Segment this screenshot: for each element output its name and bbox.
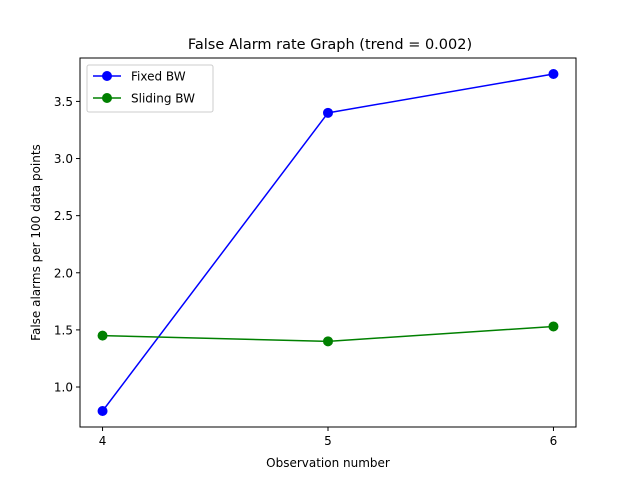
legend-label-fixed-bw: Fixed BW <box>131 70 186 84</box>
x-tick-label: 6 <box>550 434 558 448</box>
series-layer <box>97 68 559 417</box>
y-tick-label: 3.0 <box>54 152 73 166</box>
y-tick-label: 1.5 <box>54 323 73 337</box>
y-axis-ticks: 1.0 1.5 2.0 2.5 3.0 3.5 <box>54 95 80 395</box>
y-tick-label: 1.0 <box>54 381 73 395</box>
y-tick-label: 2.0 <box>54 266 73 280</box>
y-axis-label: False alarms per 100 data points <box>29 144 43 341</box>
legend-label-sliding-bw: Sliding BW <box>131 92 195 106</box>
data-point-sliding-bw <box>97 330 108 341</box>
legend: Fixed BW Sliding BW <box>86 64 214 113</box>
x-tick-label: 4 <box>99 434 107 448</box>
data-point-fixed-bw <box>97 406 108 417</box>
legend-items: Fixed BW Sliding BW <box>93 70 195 106</box>
data-point-fixed-bw <box>548 68 559 79</box>
data-point-fixed-bw <box>323 107 333 118</box>
x-axis-label: Observation number <box>266 456 390 470</box>
data-point-sliding-bw <box>323 336 333 347</box>
chart-title: False Alarm rate Graph (trend = 0.002) <box>188 37 472 53</box>
x-tick-label: 5 <box>324 434 332 448</box>
data-point-sliding-bw <box>548 321 559 332</box>
y-tick-label: 2.5 <box>54 209 73 223</box>
legend-swatch-marker-sliding-bw <box>102 93 112 103</box>
legend-swatch-marker-fixed-bw <box>102 71 112 81</box>
y-tick-label: 3.5 <box>54 95 73 109</box>
x-axis-ticks: 4 5 6 <box>99 427 558 448</box>
